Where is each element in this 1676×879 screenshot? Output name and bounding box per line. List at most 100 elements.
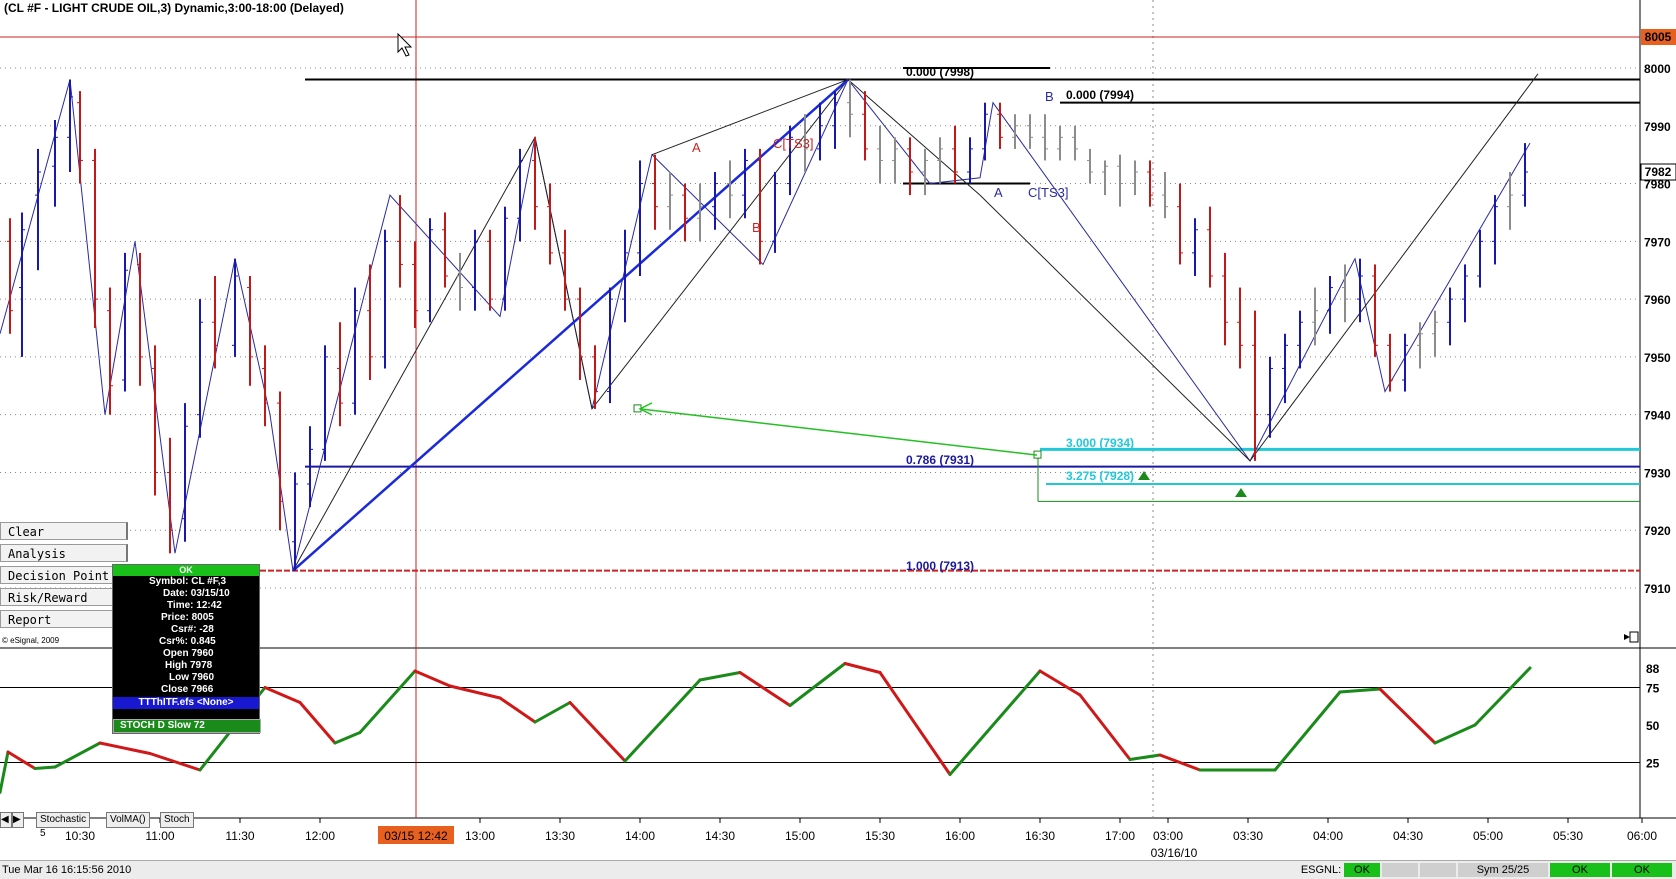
price-bar (577, 287, 583, 380)
trend-line (292, 78, 849, 572)
price-bar (1372, 264, 1378, 357)
price-bar (712, 172, 718, 230)
price-bar (967, 137, 973, 184)
last-price-badge: 7982 (1645, 165, 1672, 179)
expand-icon[interactable] (1624, 631, 1639, 643)
price-bar (787, 125, 793, 196)
price-bar (892, 137, 898, 184)
stoch-segment (698, 671, 742, 682)
price-bar (1402, 333, 1408, 392)
price-bar (697, 183, 703, 242)
price-bar (832, 91, 838, 149)
price-bar (292, 472, 298, 571)
cursor-row: Csr%: 0.845 (159, 636, 216, 647)
time-tick-label: 05:30 (1553, 829, 1583, 843)
status-ok-3: OK (1612, 863, 1672, 877)
price-bar (67, 79, 73, 172)
time-tick-label: 15:30 (865, 829, 895, 843)
price-bar (1297, 310, 1303, 369)
price-bars (7, 79, 1528, 571)
price-bar (862, 91, 868, 161)
price-bar (502, 206, 508, 311)
tab-stochastic-5[interactable]: Stochastic 5 (36, 812, 91, 839)
stoch-segment (568, 701, 627, 763)
price-bar (1477, 229, 1483, 288)
stoch-segment (1038, 669, 1082, 697)
cursor-row: Time: 12:42 (167, 600, 222, 611)
price-bar (472, 229, 478, 311)
price-bar (547, 183, 553, 265)
stoch-segment (1128, 753, 1162, 761)
price-bar (442, 212, 448, 288)
stoch-segment (448, 684, 502, 700)
price-bar (742, 148, 748, 219)
tab-stoch[interactable]: Stoch (160, 812, 194, 828)
price-bar (637, 160, 643, 276)
stoch-segment (333, 731, 362, 745)
decision-point-button[interactable]: Decision Point (0, 566, 128, 584)
price-bar (1462, 264, 1468, 323)
stoch-segment (0, 750, 10, 794)
price-bar (35, 148, 41, 271)
price-bar (1207, 206, 1213, 288)
status-cell (1420, 863, 1456, 877)
clear-button[interactable]: Clear (0, 522, 128, 540)
price-bar (1057, 125, 1063, 161)
time-tick-label: 04:00 (1313, 829, 1343, 843)
price-tick-label: 8000 (1644, 62, 1671, 76)
stoch-segment (33, 765, 57, 770)
tab-volma[interactable]: VolMA() (106, 812, 150, 828)
price-bar (1417, 322, 1423, 369)
cursor-window[interactable]: OK Symbol: CL #F,3 Date: 03/15/10 Time: … (112, 564, 261, 734)
analysis-button[interactable]: Analysis (0, 544, 128, 562)
stoch-segment (413, 669, 452, 688)
price-bar (1072, 125, 1078, 161)
projection-arrow (639, 408, 1038, 456)
price-bar (907, 137, 913, 196)
price-bar (937, 137, 943, 184)
price-bar (322, 345, 328, 461)
price-bar (1012, 114, 1018, 149)
stoch-segment (53, 741, 102, 769)
cursor-time-badge-bg (378, 826, 454, 844)
price-bar (1222, 252, 1228, 346)
price-bar (952, 125, 958, 184)
wave-c2-label: C[TS3] (1028, 185, 1068, 200)
price-bar (382, 229, 388, 369)
time-tick-label: 15:00 (785, 829, 815, 843)
status-datetime: Tue Mar 16 16:15:56 2010 (2, 864, 132, 876)
cursor-row: Close 7966 (161, 684, 214, 695)
report-button[interactable]: Report (0, 610, 128, 628)
price-bar (982, 102, 988, 161)
price-bar (1492, 195, 1498, 265)
risk-reward-button[interactable]: Risk/Reward (0, 588, 128, 606)
grid (0, 0, 1640, 818)
time-tick-label: 16:00 (945, 829, 975, 843)
fib-0000-label-b: 0.000 (7994) (1066, 88, 1134, 102)
scroll-right-icon[interactable]: ▶ (12, 812, 24, 828)
scroll-left-icon[interactable]: ◀ (0, 812, 12, 828)
current-price-badge-bg (1641, 29, 1676, 45)
price-bar (772, 172, 778, 253)
axes: 8000 7990 7980 7970 7960 7950 7940 7930 7920 7910… (65, 62, 1671, 843)
price-bar (367, 264, 373, 380)
price-tick-label: 7930 (1644, 466, 1671, 480)
price-bar (562, 229, 568, 311)
price-bar (1177, 183, 1183, 265)
price-bar (1042, 114, 1048, 161)
wave-b2-label: B (1045, 89, 1054, 104)
stoch-segment (1433, 723, 1477, 745)
cursor-row: Csr#: -28 (171, 624, 214, 635)
stoch-segment (498, 696, 537, 724)
current-price-badge: 8005 (1645, 30, 1672, 44)
stoch-study-name: STOCH D Slow 72 (113, 719, 261, 733)
time-tick-label: 05:00 (1473, 829, 1503, 843)
cursor-row: Open 7960 (163, 648, 214, 659)
stoch-segment (878, 671, 952, 776)
arrow-head (638, 402, 653, 416)
price-bar (1027, 114, 1033, 149)
wave-a2-label: A (994, 185, 1003, 200)
price-bar (197, 299, 203, 438)
osc-tick-label: 88 (1646, 662, 1660, 676)
osc-tick-label: 50 (1646, 719, 1660, 733)
